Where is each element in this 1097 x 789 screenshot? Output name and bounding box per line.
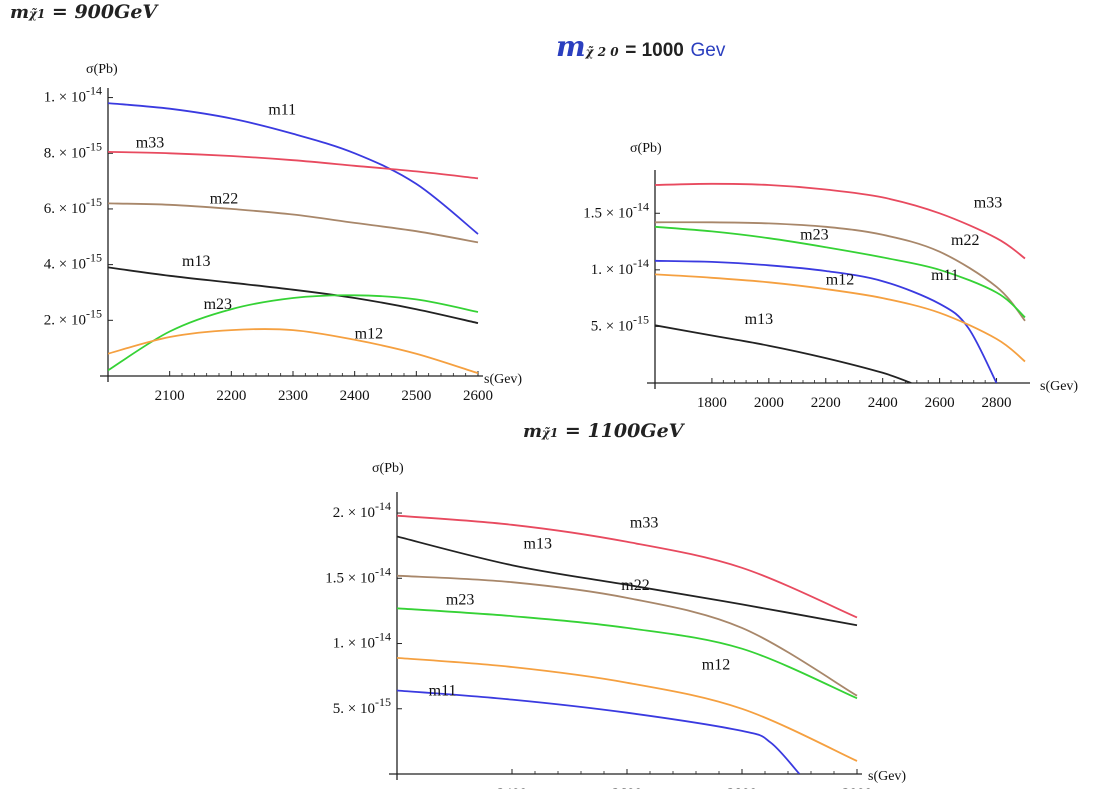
chart-3: 24002600280030005. × 10-151. × 10-141.5 … xyxy=(325,461,906,789)
series-m13-label: m13 xyxy=(524,535,552,552)
y-tick-label: 5. × 10-15 xyxy=(591,312,649,334)
x-tick-label: 2300 xyxy=(278,388,308,404)
series-m22-label: m22 xyxy=(210,190,238,207)
series-m12-label: m12 xyxy=(355,325,383,342)
y-tick-label: 5. × 10-15 xyxy=(333,695,391,717)
x-axis-label: s(Gev) xyxy=(484,372,522,387)
x-tick-label: 2800 xyxy=(982,395,1012,411)
series-m13-label: m13 xyxy=(745,311,773,328)
y-tick-label: 4. × 10-15 xyxy=(44,251,102,273)
x-tick-label: 2400 xyxy=(868,395,898,411)
series-m33-line xyxy=(108,152,478,178)
series-m33-label: m33 xyxy=(136,135,164,152)
y-tick-label: 1.5 × 10-14 xyxy=(583,199,649,221)
y-axis-label: σ(Pb) xyxy=(372,461,404,476)
series-m12-line xyxy=(397,658,857,761)
series-m22-label: m22 xyxy=(621,577,649,594)
y-tick-label: 1.5 × 10-14 xyxy=(325,564,391,586)
y-tick-label: 2. × 10-14 xyxy=(333,499,391,521)
series-m11-line xyxy=(397,691,800,775)
x-tick-label: 1800 xyxy=(697,395,727,411)
x-tick-label: 2000 xyxy=(754,395,784,411)
series-m33-label: m33 xyxy=(974,195,1002,212)
x-axis-label: s(Gev) xyxy=(1040,379,1078,394)
x-tick-label: 2600 xyxy=(463,388,493,404)
y-axis-label: σ(Pb) xyxy=(630,141,662,156)
y-tick-label: 8. × 10-15 xyxy=(44,139,102,161)
series-m12-label: m12 xyxy=(826,272,854,289)
series-m23-label: m23 xyxy=(800,226,828,243)
series-m23-line xyxy=(108,295,478,370)
series-m23-label: m23 xyxy=(446,591,474,608)
x-tick-label: 2500 xyxy=(401,388,431,404)
x-tick-label: 2100 xyxy=(155,388,185,404)
series-m11-label: m11 xyxy=(429,683,457,700)
series-m13-line xyxy=(108,267,478,323)
series-m22-label: m22 xyxy=(951,232,979,249)
x-axis-label: s(Gev) xyxy=(868,769,906,784)
x-tick-label: 2200 xyxy=(216,388,246,404)
x-tick-label: 2400 xyxy=(340,388,370,404)
series-m23-label: m23 xyxy=(204,296,232,313)
series-m13-line xyxy=(655,325,911,383)
y-tick-label: 1. × 10-14 xyxy=(44,84,102,106)
x-tick-label: 2200 xyxy=(811,395,841,411)
chart-1: 2100 2200 2300 2400 2500 2600 2. × 10-15 4. × 1… xyxy=(44,62,523,404)
y-tick-label: 6. × 10-15 xyxy=(44,195,102,217)
series-m11-label: m11 xyxy=(268,101,296,118)
y-tick-label: 1. × 10-14 xyxy=(333,630,391,652)
y-axis-label: σ(Pb) xyxy=(86,62,118,77)
x-tick-label: 2600 xyxy=(925,395,955,411)
series-m11-label: m11 xyxy=(931,267,959,284)
y-tick-label: 1. × 10-14 xyxy=(591,256,649,278)
series-m13-label: m13 xyxy=(182,253,210,270)
series-m33-label: m33 xyxy=(630,514,658,531)
series-m12-label: m12 xyxy=(702,657,730,674)
y-tick-label: 2. × 10-15 xyxy=(44,306,102,328)
series-m22-line xyxy=(108,203,478,242)
chart-2: 1800 2000 2200 2400 2600 2800 5. × 10-15 1. × 1… xyxy=(583,141,1078,411)
